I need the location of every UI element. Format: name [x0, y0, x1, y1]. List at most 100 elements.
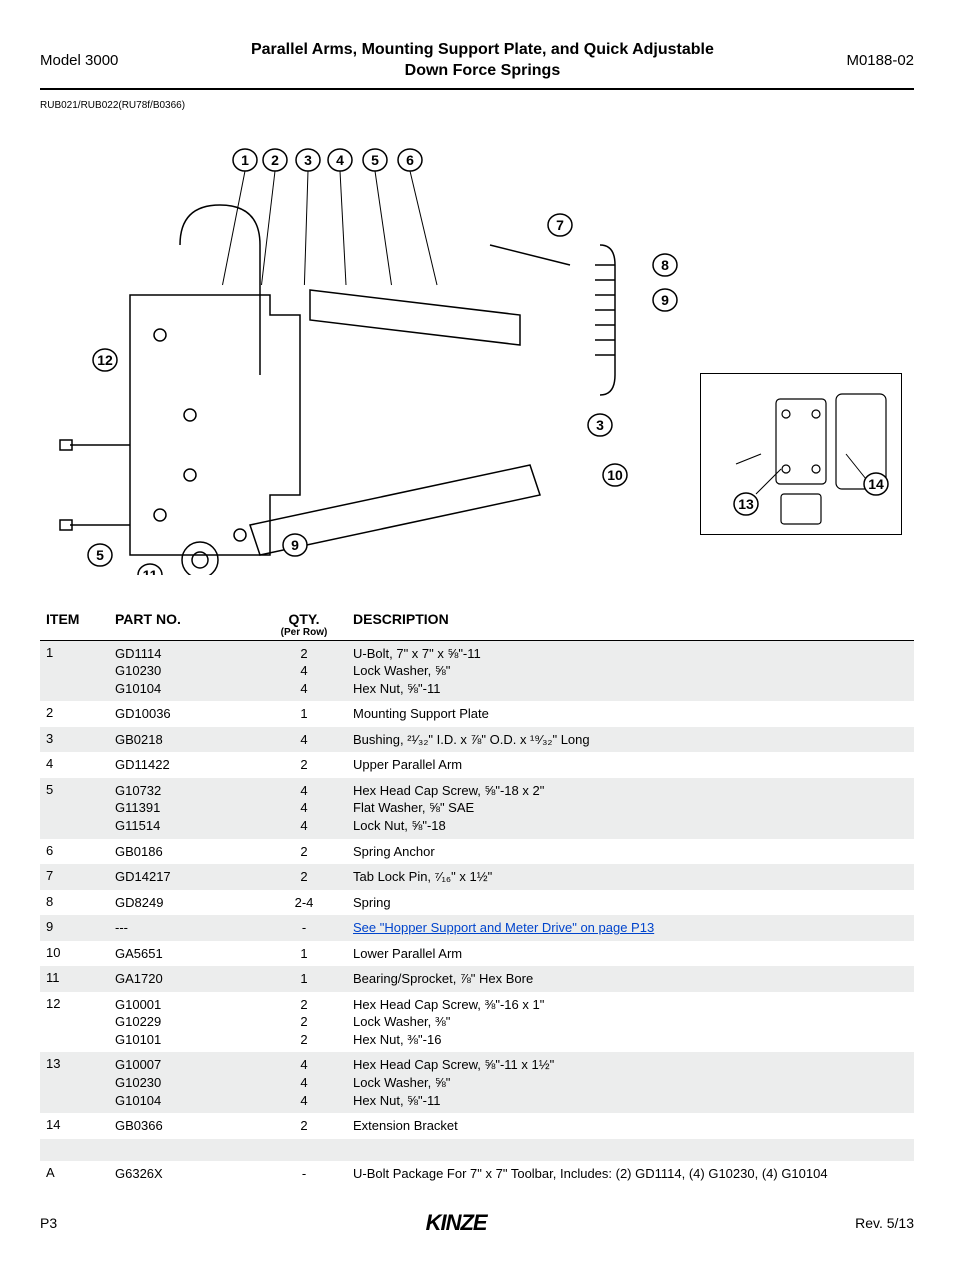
callout-4: 4 — [328, 149, 352, 171]
col-header-item: ITEM — [40, 605, 109, 641]
cell-part: G6326X — [109, 1161, 263, 1187]
cell-desc: Hex Head Cap Screw, ⅜"-16 x 1"Lock Washe… — [347, 992, 914, 1053]
callout-6: 6 — [398, 149, 422, 171]
callout-12: 12 — [93, 349, 117, 371]
diagram-area: 123456789310125119 1314 — [40, 115, 914, 575]
table-row: 2GD100361Mounting Support Plate — [40, 701, 914, 727]
col-header-part: PART NO. — [109, 605, 263, 641]
svg-text:7: 7 — [556, 217, 564, 233]
table-row: 8GD82492-4Spring — [40, 890, 914, 916]
cell-qty: 2-4 — [263, 890, 347, 916]
cell-item: 1 — [40, 640, 109, 701]
model-label: Model 3000 — [40, 52, 118, 69]
cell-desc: See "Hopper Support and Meter Drive" on … — [347, 915, 914, 941]
cell-qty: 1 — [263, 966, 347, 992]
table-row: 1GD1114G10230G10104244U-Bolt, 7" x 7" x … — [40, 640, 914, 701]
parts-table: ITEM PART NO. QTY. (Per Row) DESCRIPTION… — [40, 605, 914, 1187]
cell-desc: Hex Head Cap Screw, ⅝"-18 x 2"Flat Washe… — [347, 778, 914, 839]
main-diagram-svg: 123456789310125119 — [40, 115, 680, 575]
cell-qty: 222 — [263, 992, 347, 1053]
callout-9: 9 — [283, 534, 307, 556]
cell-desc: Tab Lock Pin, ⁷⁄₁₆" x 1½" — [347, 864, 914, 890]
callout-7: 7 — [548, 214, 572, 236]
cross-reference-link[interactable]: See "Hopper Support and Meter Drive" on … — [353, 920, 654, 935]
svg-text:1: 1 — [241, 152, 249, 168]
table-row: 13G10007G10230G10104444Hex Head Cap Scre… — [40, 1052, 914, 1113]
cell-item: 2 — [40, 701, 109, 727]
cell-desc: Hex Head Cap Screw, ⅝"-11 x 1½"Lock Wash… — [347, 1052, 914, 1113]
cell-part: GD14217 — [109, 864, 263, 890]
svg-text:14: 14 — [868, 476, 884, 492]
cell-item: A — [40, 1161, 109, 1187]
svg-text:12: 12 — [97, 352, 113, 368]
cell-part: GD10036 — [109, 701, 263, 727]
cell-desc: U-Bolt, 7" x 7" x ⅝"-11Lock Washer, ⅝"He… — [347, 640, 914, 701]
cell-part: GD8249 — [109, 890, 263, 916]
svg-text:6: 6 — [406, 152, 414, 168]
cell-qty: - — [263, 915, 347, 941]
cell-part: G10007G10230G10104 — [109, 1052, 263, 1113]
svg-text:5: 5 — [96, 547, 104, 563]
cell-qty: 4 — [263, 727, 347, 753]
callout-8: 8 — [653, 254, 677, 276]
cell-item: 3 — [40, 727, 109, 753]
cell-desc: U-Bolt Package For 7" x 7" Toolbar, Incl… — [347, 1161, 914, 1187]
cell-desc: Upper Parallel Arm — [347, 752, 914, 778]
cell-qty: 2 — [263, 1113, 347, 1139]
svg-text:8: 8 — [661, 257, 669, 273]
cell-qty: 2 — [263, 839, 347, 865]
svg-text:5: 5 — [371, 152, 379, 168]
callout-5: 5 — [363, 149, 387, 171]
cell-part: GB0186 — [109, 839, 263, 865]
cell-item: 8 — [40, 890, 109, 916]
cell-qty: 2 — [263, 752, 347, 778]
kinze-logo: KINZE — [426, 1210, 487, 1236]
table-row: 5G10732G11391G11514444Hex Head Cap Screw… — [40, 778, 914, 839]
col-header-qty: QTY. (Per Row) — [263, 605, 347, 641]
cell-item: 7 — [40, 864, 109, 890]
cell-item: 4 — [40, 752, 109, 778]
cell-desc: Bearing/Sprocket, ⅞" Hex Bore — [347, 966, 914, 992]
table-row: 7GD142172Tab Lock Pin, ⁷⁄₁₆" x 1½" — [40, 864, 914, 890]
side-diagram: 13 14 — [700, 373, 902, 535]
callout-1: 1 — [233, 149, 257, 171]
cell-qty: 1 — [263, 701, 347, 727]
cell-qty: 444 — [263, 778, 347, 839]
table-row: 9----See "Hopper Support and Meter Drive… — [40, 915, 914, 941]
main-diagram: 123456789310125119 — [40, 115, 680, 575]
callout-2: 2 — [263, 149, 287, 171]
cell-part: G10732G11391G11514 — [109, 778, 263, 839]
qty-label: QTY. — [288, 611, 319, 627]
table-row: 14GB03662Extension Bracket — [40, 1113, 914, 1139]
callout-11: 11 — [138, 564, 162, 575]
table-row: 12G10001G10229G10101222Hex Head Cap Scre… — [40, 992, 914, 1053]
cell-part: GB0366 — [109, 1113, 263, 1139]
cell-item: 5 — [40, 778, 109, 839]
cell-part: GB0218 — [109, 727, 263, 753]
table-header-row: ITEM PART NO. QTY. (Per Row) DESCRIPTION — [40, 605, 914, 641]
callout-14: 14 — [864, 473, 888, 495]
cell-part: GA1720 — [109, 966, 263, 992]
cell-part: G10001G10229G10101 — [109, 992, 263, 1053]
table-row: AG6326X-U-Bolt Package For 7" x 7" Toolb… — [40, 1161, 914, 1187]
doc-number: M0188-02 — [846, 52, 914, 69]
cell-qty: 444 — [263, 1052, 347, 1113]
cell-desc: Lower Parallel Arm — [347, 941, 914, 967]
callout-9: 9 — [653, 289, 677, 311]
callout-13: 13 — [734, 493, 758, 515]
cell-part: GD1114G10230G10104 — [109, 640, 263, 701]
cell-part: --- — [109, 915, 263, 941]
title-line-2: Down Force Springs — [405, 62, 561, 79]
header-rule — [40, 88, 914, 90]
svg-text:9: 9 — [291, 537, 299, 553]
svg-text:9: 9 — [661, 292, 669, 308]
cell-item: 13 — [40, 1052, 109, 1113]
revision: Rev. 5/13 — [855, 1215, 914, 1231]
cell-item: 11 — [40, 966, 109, 992]
cell-part: GD11422 — [109, 752, 263, 778]
cell-qty: 1 — [263, 941, 347, 967]
svg-text:3: 3 — [304, 152, 312, 168]
svg-text:10: 10 — [607, 467, 623, 483]
cell-qty: 244 — [263, 640, 347, 701]
table-row: 3GB02184Bushing, ²¹⁄₃₂" I.D. x ⅞" O.D. x… — [40, 727, 914, 753]
